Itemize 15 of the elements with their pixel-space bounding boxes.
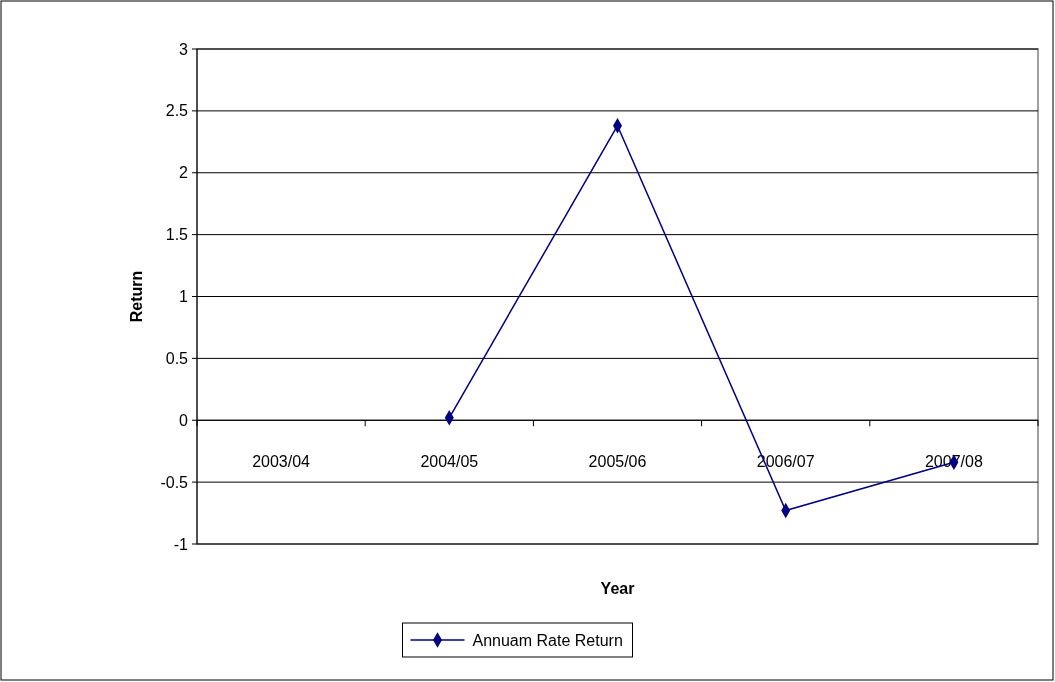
y-tick-label: 1.5 <box>165 226 189 244</box>
y-tick-label: 0.5 <box>165 349 189 367</box>
x-tick-label: 2004/05 <box>420 453 479 471</box>
y-tick-label: 2 <box>179 164 189 182</box>
y-tick-label: 2.5 <box>165 102 189 120</box>
x-tick-label: 2005/06 <box>588 453 647 471</box>
y-tick-label: 3 <box>179 40 189 58</box>
y-tick-label: 0 <box>179 411 189 429</box>
y-tick-label: -0.5 <box>160 473 189 491</box>
legend-label: Annuam Rate Return <box>472 631 623 649</box>
x-tick-label: 2003/04 <box>252 453 311 471</box>
y-tick-label: 1 <box>179 288 189 306</box>
y-axis-title: Return <box>128 270 145 323</box>
x-axis-title: Year <box>600 580 635 597</box>
y-tick-label: -1 <box>173 535 189 553</box>
